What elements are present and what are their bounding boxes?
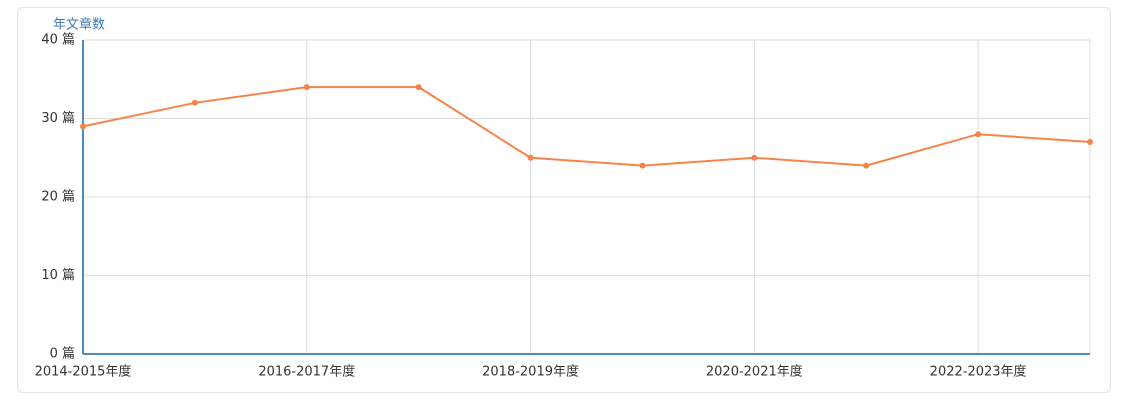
x-tick-label: 2022-2023年度 — [930, 364, 1027, 380]
data-point — [863, 162, 870, 169]
x-tick-label: 2020-2021年度 — [706, 364, 803, 380]
data-point — [527, 154, 534, 161]
data-point — [303, 84, 310, 91]
data-point — [191, 99, 198, 106]
y-tick-label: 30 篇 — [41, 111, 75, 126]
data-point — [975, 131, 982, 138]
y-tick-label: 10 篇 — [41, 268, 75, 283]
y-tick-label: 0 篇 — [50, 347, 75, 362]
card — [17, 7, 1111, 393]
x-tick-label: 2018-2019年度 — [482, 364, 579, 380]
data-point — [751, 154, 758, 161]
data-point — [1087, 139, 1093, 146]
data-point — [80, 123, 86, 130]
x-tick-label: 2016-2017年度 — [258, 364, 355, 380]
data-point — [639, 162, 646, 169]
y-tick-label: 20 篇 — [41, 190, 75, 205]
series-line — [82, 86, 1091, 167]
x-tick-label: 2014-2015年度 — [35, 364, 132, 380]
axis-name: 年文章数 — [53, 17, 105, 33]
data-point — [415, 84, 422, 91]
y-tick-label: 40 篇 — [41, 33, 75, 48]
